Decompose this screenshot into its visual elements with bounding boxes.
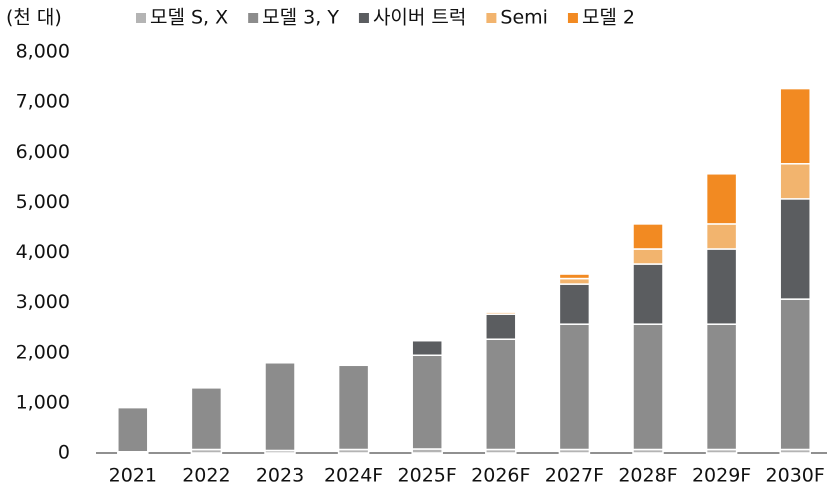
bar-segment bbox=[190, 387, 223, 451]
x-tick-label: 2024F bbox=[324, 465, 383, 487]
bar-segment bbox=[705, 173, 738, 225]
legend-label: Semi bbox=[500, 7, 548, 29]
bar-segment bbox=[264, 362, 296, 452]
legend-swatch bbox=[567, 13, 578, 23]
bar-segment bbox=[779, 87, 811, 165]
bar-segment bbox=[632, 223, 664, 250]
bar-segment bbox=[705, 223, 738, 250]
bar-segment bbox=[705, 323, 738, 451]
bar-segment bbox=[485, 311, 517, 315]
legend-swatch bbox=[248, 13, 259, 23]
y-tick-label: 1,000 bbox=[16, 391, 70, 413]
bar-segment bbox=[411, 354, 443, 450]
legend-swatch bbox=[486, 13, 497, 23]
bar-segment bbox=[117, 406, 149, 453]
unit-label: (천 대) bbox=[6, 7, 62, 29]
bar-segment bbox=[558, 277, 591, 285]
legend-label: 모델 3, Y bbox=[262, 7, 339, 29]
y-tick-label: 6,000 bbox=[16, 141, 70, 163]
bar-segment bbox=[779, 198, 811, 300]
y-tick-label: 5,000 bbox=[16, 191, 70, 213]
legend-label: 모델 2 bbox=[582, 7, 635, 29]
x-tick-label: 2022 bbox=[182, 465, 230, 487]
bar-segment bbox=[632, 263, 664, 325]
x-tick-label: 2023 bbox=[256, 465, 304, 487]
bar-segment bbox=[779, 298, 811, 451]
bar-segment bbox=[558, 273, 591, 280]
bar-segment bbox=[632, 248, 664, 265]
y-tick-label: 0 bbox=[58, 442, 70, 464]
bar-segment bbox=[705, 248, 738, 325]
x-tick-label: 2026F bbox=[471, 465, 530, 487]
bar-segment bbox=[558, 283, 591, 325]
legend-swatch bbox=[358, 13, 369, 23]
x-tick-label: 2025F bbox=[398, 465, 457, 487]
bar-segment bbox=[485, 313, 517, 340]
bar-segment bbox=[558, 323, 591, 451]
x-tick-label: 2028F bbox=[618, 465, 677, 487]
y-tick-label: 7,000 bbox=[16, 91, 70, 113]
x-tick-label: 2021 bbox=[109, 465, 157, 487]
y-tick-label: 8,000 bbox=[16, 41, 70, 63]
bar-segment bbox=[779, 163, 811, 200]
y-tick-label: 3,000 bbox=[16, 291, 70, 313]
x-tick-label: 2029F bbox=[692, 465, 751, 487]
legend-swatch bbox=[136, 13, 146, 23]
bar-segment bbox=[485, 338, 517, 451]
y-tick-label: 4,000 bbox=[16, 241, 70, 263]
legend-label: 모델 S, X bbox=[150, 7, 228, 29]
bar-segment bbox=[337, 364, 370, 451]
y-tick-label: 2,000 bbox=[16, 341, 70, 363]
x-tick-label: 2030F bbox=[766, 465, 825, 487]
bar-segment bbox=[411, 339, 443, 357]
legend-label: 사이버 트럭 bbox=[373, 7, 466, 29]
bar-segment bbox=[632, 323, 664, 451]
x-tick-label: 2027F bbox=[545, 465, 604, 487]
